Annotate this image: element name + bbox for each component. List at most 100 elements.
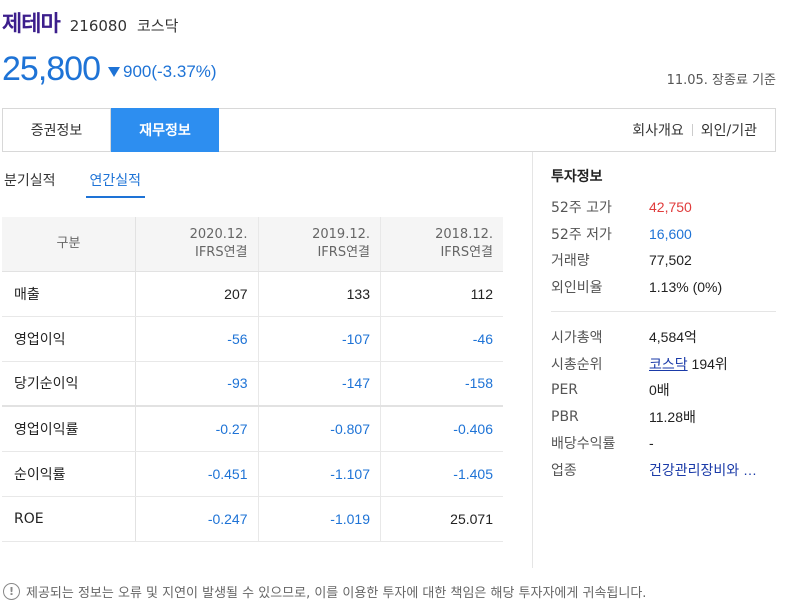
table-row: 당기순이익 -93 -147 -158 — [2, 361, 503, 407]
table-cell: -0.27 — [135, 406, 259, 452]
table-cell: -56 — [135, 316, 259, 362]
row-label: 영업이익률 — [2, 406, 137, 452]
info-value: 코스닥 194위 — [649, 354, 728, 374]
column-period: 2018.12. — [435, 226, 493, 242]
info-row-52w-low: 52주 저가 16,600 — [551, 221, 781, 248]
column-header: 2018.12. IFRS연결 — [380, 217, 503, 272]
info-row-volume: 거래량 77,502 — [551, 247, 781, 274]
current-price: 25,800 — [2, 49, 101, 88]
table-cell: 112 — [380, 271, 503, 317]
market-rank-value: 194위 — [687, 355, 728, 372]
table-cell: 25.071 — [380, 496, 503, 542]
tab-securities-info[interactable]: 증권정보 — [3, 109, 111, 151]
as-of-date: 11.05. 장종료 기준 — [666, 73, 776, 88]
table-cell: -0.406 — [380, 406, 503, 452]
info-key: PBR — [551, 408, 579, 425]
info-row-market-cap-rank: 시총순위 코스닥 194위 — [551, 351, 781, 378]
table-cell: -46 — [380, 316, 503, 362]
industry-link[interactable]: 건강관리장비와 … — [649, 461, 758, 478]
info-value: 4,584억 — [649, 329, 697, 346]
subtab-quarterly[interactable]: 분기실적 — [4, 173, 56, 189]
link-foreign-institution[interactable]: 외인/기관 — [700, 123, 757, 139]
stock-code: 216080 — [69, 17, 127, 35]
row-label: 당기순이익 — [2, 361, 137, 407]
info-row-pbr: PBR 11.28배 — [551, 404, 781, 431]
table-cell: -0.807 — [258, 406, 382, 452]
link-separator — [691, 124, 693, 136]
column-header-label: 구분 — [2, 217, 137, 272]
info-value: 77,502 — [649, 252, 692, 269]
info-key: 52주 저가 — [551, 226, 612, 243]
tab-financial-info[interactable]: 재무정보 — [111, 108, 219, 152]
table-row: ROE -0.247 -1.019 25.071 — [2, 496, 503, 542]
market-rank-link[interactable]: 코스닥 — [649, 355, 688, 372]
row-label: 순이익률 — [2, 451, 137, 497]
info-row-industry: 업종 건강관리장비와 … — [551, 457, 781, 484]
info-key: 외인비율 — [551, 279, 603, 296]
column-basis: IFRS연결 — [440, 244, 493, 260]
table-cell: -1.019 — [258, 496, 382, 542]
subtabs: 분기실적 연간실적 — [2, 166, 171, 198]
row-label: 매출 — [2, 271, 137, 317]
table-header-row: 구분 2020.12. IFRS연결 2019.12. IFRS연결 2018.12… — [2, 217, 503, 272]
table-row: 영업이익률 -0.27 -0.807 -0.406 — [2, 406, 503, 452]
table-row: 순이익률 -0.451 -1.107 -1.405 — [2, 451, 503, 497]
column-basis: IFRS연결 — [194, 244, 248, 260]
info-row-market-cap: 시가총액 4,584억 — [551, 324, 781, 351]
table-cell: 133 — [258, 271, 382, 317]
tab-right-links: 회사개요 외인/기관 — [632, 109, 775, 151]
down-arrow-icon — [108, 67, 120, 77]
main-tabbar: 증권정보 재무정보 회사개요 외인/기관 — [2, 108, 776, 152]
price-change-value: 900(-3.37%) — [123, 62, 217, 81]
link-company-overview[interactable]: 회사개요 — [632, 123, 684, 139]
investment-info-title: 투자정보 — [551, 169, 603, 185]
table-cell: -1.405 — [380, 451, 503, 497]
investment-info-panel: 투자정보 52주 고가 42,750 52주 저가 16,600 거래량 77,… — [551, 166, 781, 483]
column-period: 2020.12. — [189, 226, 248, 242]
info-key: 업종 — [551, 462, 577, 479]
financial-table: 구분 2020.12. IFRS연결 2019.12. IFRS연결 2018.12… — [2, 217, 503, 542]
column-header: 2019.12. IFRS연결 — [258, 217, 382, 272]
info-value: 1.13% (0%) — [649, 278, 723, 295]
subtab-annual[interactable]: 연간실적 — [85, 166, 146, 198]
info-value: 42,750 — [649, 199, 692, 216]
table-cell: -147 — [258, 361, 382, 407]
exclamation-circle-icon: ! — [3, 582, 20, 600]
info-value: 16,600 — [649, 225, 692, 242]
info-value: - — [649, 435, 654, 452]
info-key: 시총순위 — [551, 356, 603, 373]
table-row: 매출 207 133 112 — [2, 271, 503, 317]
table-cell: -0.247 — [135, 496, 259, 542]
price-row: 25,800 900(-3.37%) — [2, 48, 217, 90]
info-row-foreign-ratio: 외인비율 1.13% (0%) — [551, 274, 781, 301]
info-value: 0배 — [649, 382, 670, 399]
stock-title-row: 제테마 216080 코스닥 — [2, 6, 178, 38]
info-key: 배당수익률 — [551, 436, 616, 453]
row-label: ROE — [2, 496, 137, 542]
info-key: PER — [551, 382, 579, 399]
table-cell: 207 — [135, 271, 259, 317]
info-row-per: PER 0배 — [551, 377, 781, 404]
table-cell: -158 — [380, 361, 503, 407]
table-cell: -107 — [258, 316, 382, 362]
table-cell: -0.451 — [135, 451, 259, 497]
info-key: 52주 고가 — [551, 200, 612, 217]
table-row: 영업이익 -56 -107 -46 — [2, 316, 503, 362]
disclaimer: ! 제공되는 정보는 오류 및 지연이 발생될 수 있으므로, 이를 이용한 투… — [0, 580, 790, 602]
stock-name[interactable]: 제테마 — [2, 12, 61, 37]
info-row-52w-high: 52주 고가 42,750 — [551, 194, 781, 221]
column-divider — [532, 152, 533, 568]
column-basis: IFRS연결 — [317, 244, 370, 260]
row-label: 영업이익 — [2, 316, 137, 362]
column-header: 2020.12. IFRS연결 — [135, 217, 259, 272]
stock-market: 코스닥 — [137, 17, 179, 35]
info-key: 시가총액 — [551, 330, 603, 347]
info-divider — [551, 311, 776, 312]
column-period: 2019.12. — [312, 226, 370, 242]
info-key: 거래량 — [551, 253, 590, 270]
table-cell: -1.107 — [258, 451, 382, 497]
table-cell: -93 — [135, 361, 259, 407]
info-row-dividend-yield: 배당수익률 - — [551, 430, 781, 457]
price-change: 900(-3.37%) — [108, 62, 217, 82]
info-value: 11.28배 — [649, 408, 696, 425]
